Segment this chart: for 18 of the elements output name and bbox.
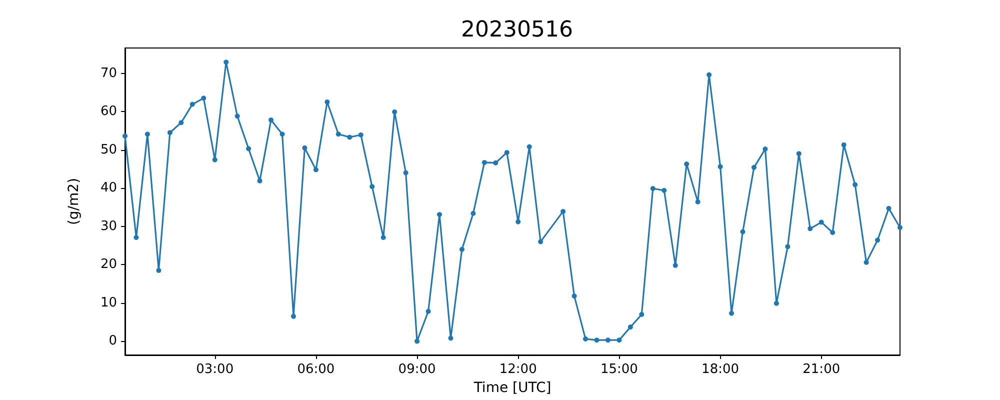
y-tick-label: 0 bbox=[108, 334, 117, 349]
y-tick-label: 10 bbox=[100, 295, 117, 310]
x-tick-label: 18:00 bbox=[702, 362, 740, 377]
y-tick-label: 20 bbox=[100, 257, 117, 272]
x-tick-label: 15:00 bbox=[600, 362, 638, 377]
chart-title: 20230516 bbox=[461, 18, 573, 42]
y-tick-label: 30 bbox=[100, 218, 117, 234]
x-tick-label: 09:00 bbox=[398, 362, 436, 377]
x-axis-title: Time [UTC] bbox=[472, 380, 552, 396]
y-tick-label: 50 bbox=[100, 142, 117, 158]
y-tick-label: 60 bbox=[100, 104, 117, 120]
y-axis-title: (g/m2) bbox=[66, 178, 82, 226]
x-tick-label: 03:00 bbox=[196, 362, 234, 377]
x-tick-label: 06:00 bbox=[297, 362, 335, 377]
y-tick-label: 40 bbox=[100, 180, 117, 196]
x-tick-label: 21:00 bbox=[802, 362, 840, 377]
x-tick-label: 12:00 bbox=[499, 362, 537, 377]
y-tick-label: 70 bbox=[100, 66, 117, 81]
